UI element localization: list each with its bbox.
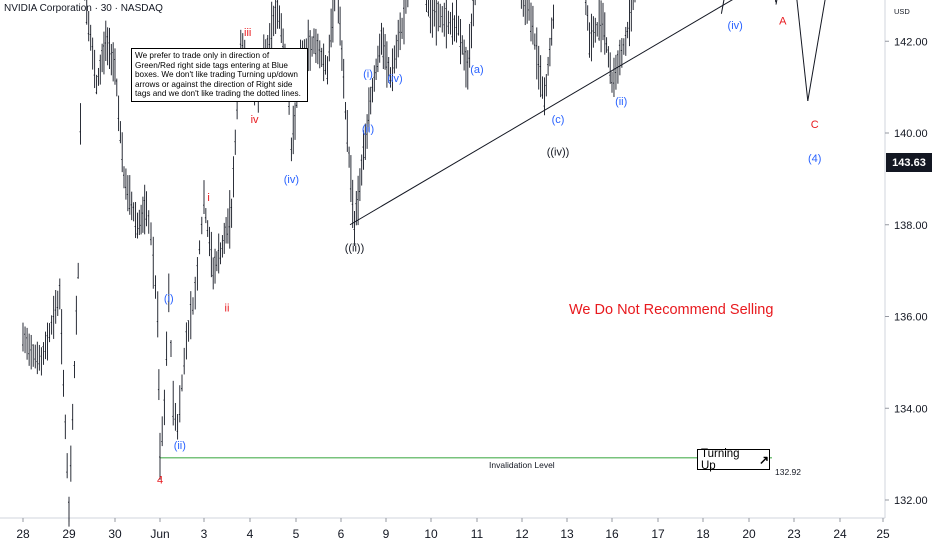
y-tick-label: 136.00 [894, 312, 928, 324]
x-tick-label: 25 [876, 527, 890, 541]
axes [0, 0, 886, 519]
wave-label: (iv) [728, 20, 743, 32]
x-tick-label: 23 [787, 527, 801, 541]
x-axis-ticks: 28 29 30 Jun 3 4 5 6 9 10 11 12 13 16 17 18 20 23 24 25 [16, 518, 890, 541]
wedge-trendlines [349, 0, 733, 226]
x-tick-label: 3 [201, 527, 208, 541]
wave-label: (iv) [387, 73, 402, 85]
invalidation-price: 132.92 [775, 467, 801, 477]
x-tick-label: 28 [16, 527, 30, 541]
projection-segment [775, 0, 778, 5]
wave-label: (ii) [174, 440, 186, 452]
wave-label: i [207, 192, 209, 204]
projection-path [720, 0, 826, 101]
wave-label: C [811, 119, 819, 131]
x-tick-label: 10 [424, 527, 438, 541]
y-tick-label: 132.00 [894, 495, 928, 507]
projection-segment [720, 0, 725, 14]
x-tick-label: Jun [150, 527, 169, 541]
y-tick-label: 142.00 [894, 36, 928, 48]
wave-labels: 4(ii)(i)iiiiiiivv(iii)(iv)((i))(v)((ii))… [157, 0, 821, 486]
wedge-lower-line [349, 0, 733, 226]
x-tick-label: 18 [696, 527, 710, 541]
turning-up-box: Turning Up ↗ [697, 447, 770, 472]
wave-label: (i) [363, 68, 373, 80]
price-bars [22, 0, 636, 527]
x-tick-label: 4 [247, 527, 254, 541]
wave-label: iv [251, 114, 259, 126]
wave-label: 4 [157, 474, 163, 486]
headline-text: We Do Not Recommend Selling [569, 302, 774, 318]
x-tick-label: 17 [651, 527, 665, 541]
arrow-up-right-icon: ↗ [758, 452, 769, 467]
x-tick-label: 12 [515, 527, 529, 541]
x-tick-label: 11 [471, 527, 484, 541]
wave-label: iii [244, 27, 251, 39]
turning-up-label: Turning Up [701, 447, 740, 472]
current-price-tag[interactable]: 143.63 [886, 153, 932, 172]
x-tick-label: 5 [293, 527, 300, 541]
y-tick-label: 134.00 [894, 403, 928, 415]
wave-label: (i) [164, 293, 174, 305]
invalidation-label: Invalidation Level [489, 460, 555, 470]
projection-segment [807, 0, 826, 101]
currency-label: USD [894, 7, 910, 16]
x-tick-label: 24 [833, 527, 847, 541]
wave-label: (c) [552, 114, 565, 126]
x-tick-label: 29 [62, 527, 76, 541]
wave-label: v [273, 0, 279, 2]
projection-segment [796, 0, 809, 101]
x-tick-label: 13 [560, 527, 574, 541]
x-tick-label: 30 [108, 527, 122, 541]
wave-label: (ii) [362, 123, 374, 135]
y-axis-ticks: 132.00134.00136.00138.00140.00142.00144.… [885, 36, 928, 507]
chart-title: NVIDIA Corporation · 30 · NASDAQ [4, 3, 163, 14]
wave-label: (4) [808, 153, 821, 165]
wave-label: ((ii)) [345, 243, 365, 255]
y-tick-label: 138.00 [894, 220, 928, 232]
wave-label: (iv) [284, 174, 299, 186]
wave-label: ii [225, 302, 230, 314]
projection-segment [775, 0, 777, 5]
x-tick-label: 6 [338, 527, 345, 541]
y-tick-label: 140.00 [894, 128, 928, 140]
x-tick-label: 9 [383, 527, 390, 541]
trading-note: We prefer to trade only in direction of … [131, 48, 308, 102]
x-tick-label: 20 [742, 527, 756, 541]
wave-label: (ii) [615, 96, 627, 108]
wave-label: ((iv)) [547, 146, 570, 158]
wave-label: (a) [470, 64, 483, 76]
x-tick-label: 16 [605, 527, 619, 541]
wave-label: A [779, 16, 787, 28]
